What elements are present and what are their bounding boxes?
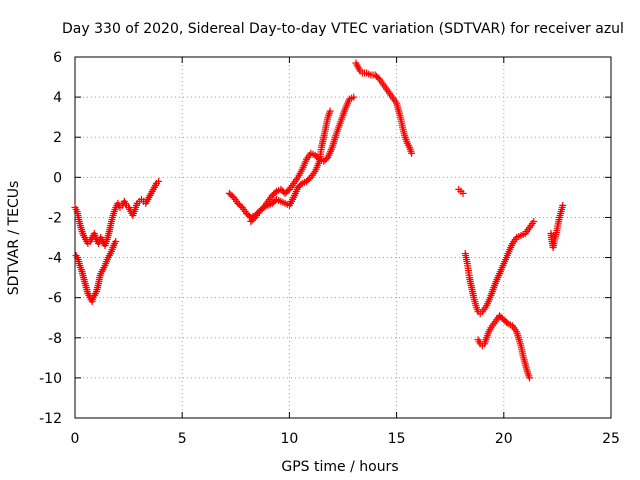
data-point [112, 238, 120, 246]
x-tick-label: 20 [495, 431, 513, 447]
chart-title: Day 330 of 2020, Sidereal Day-to-day VTE… [62, 21, 624, 37]
data-point [459, 189, 467, 197]
y-tick-label: -2 [48, 210, 62, 226]
y-tick-label: 6 [53, 50, 62, 66]
series-segment-3d [547, 201, 567, 252]
data-point [408, 149, 416, 157]
data-point [297, 181, 305, 189]
x-tick-label: 15 [388, 431, 406, 447]
series-segment-2b [247, 107, 334, 225]
data-point [258, 205, 266, 213]
x-tick-label: 0 [71, 431, 80, 447]
y-tick-label: 4 [53, 90, 62, 106]
y-tick-label: -12 [39, 411, 62, 427]
y-tick-label: 2 [53, 130, 62, 146]
series-segment-3a [455, 185, 467, 197]
data-marks [71, 59, 567, 382]
tick-labels: 0 5 10 15 20 25 -12 -10 -8 -6 -4 -2 0 2 4 6 [39, 50, 620, 447]
y-tick-label: -4 [48, 251, 62, 267]
series-segment-3b [461, 217, 538, 318]
x-axis-label: GPS time / hours [281, 459, 398, 475]
series-segment-2c [352, 59, 416, 157]
y-tick-label: -6 [48, 291, 62, 307]
y-tick-label: -8 [48, 331, 62, 347]
y-tick-label: -10 [39, 371, 62, 387]
series-segment-1b [72, 238, 120, 306]
series-segment-3c [474, 312, 534, 382]
data-point [271, 189, 279, 197]
data-point [559, 201, 567, 209]
data-point [530, 217, 538, 225]
plot-frame [74, 56, 612, 419]
data-point [326, 107, 334, 115]
y-tick-label: 0 [53, 170, 62, 186]
data-point [503, 318, 511, 326]
data-point [350, 93, 358, 101]
series-segment-1a [71, 177, 163, 250]
x-tick-label: 25 [602, 431, 620, 447]
data-point [155, 177, 163, 185]
y-axis-label: SDTVAR / TECUs [6, 181, 22, 296]
x-tick-label: 5 [178, 431, 187, 447]
data-point [526, 374, 534, 382]
x-tick-label: 10 [280, 431, 298, 447]
axis-ticks [74, 56, 612, 419]
grid-lines [75, 57, 611, 418]
